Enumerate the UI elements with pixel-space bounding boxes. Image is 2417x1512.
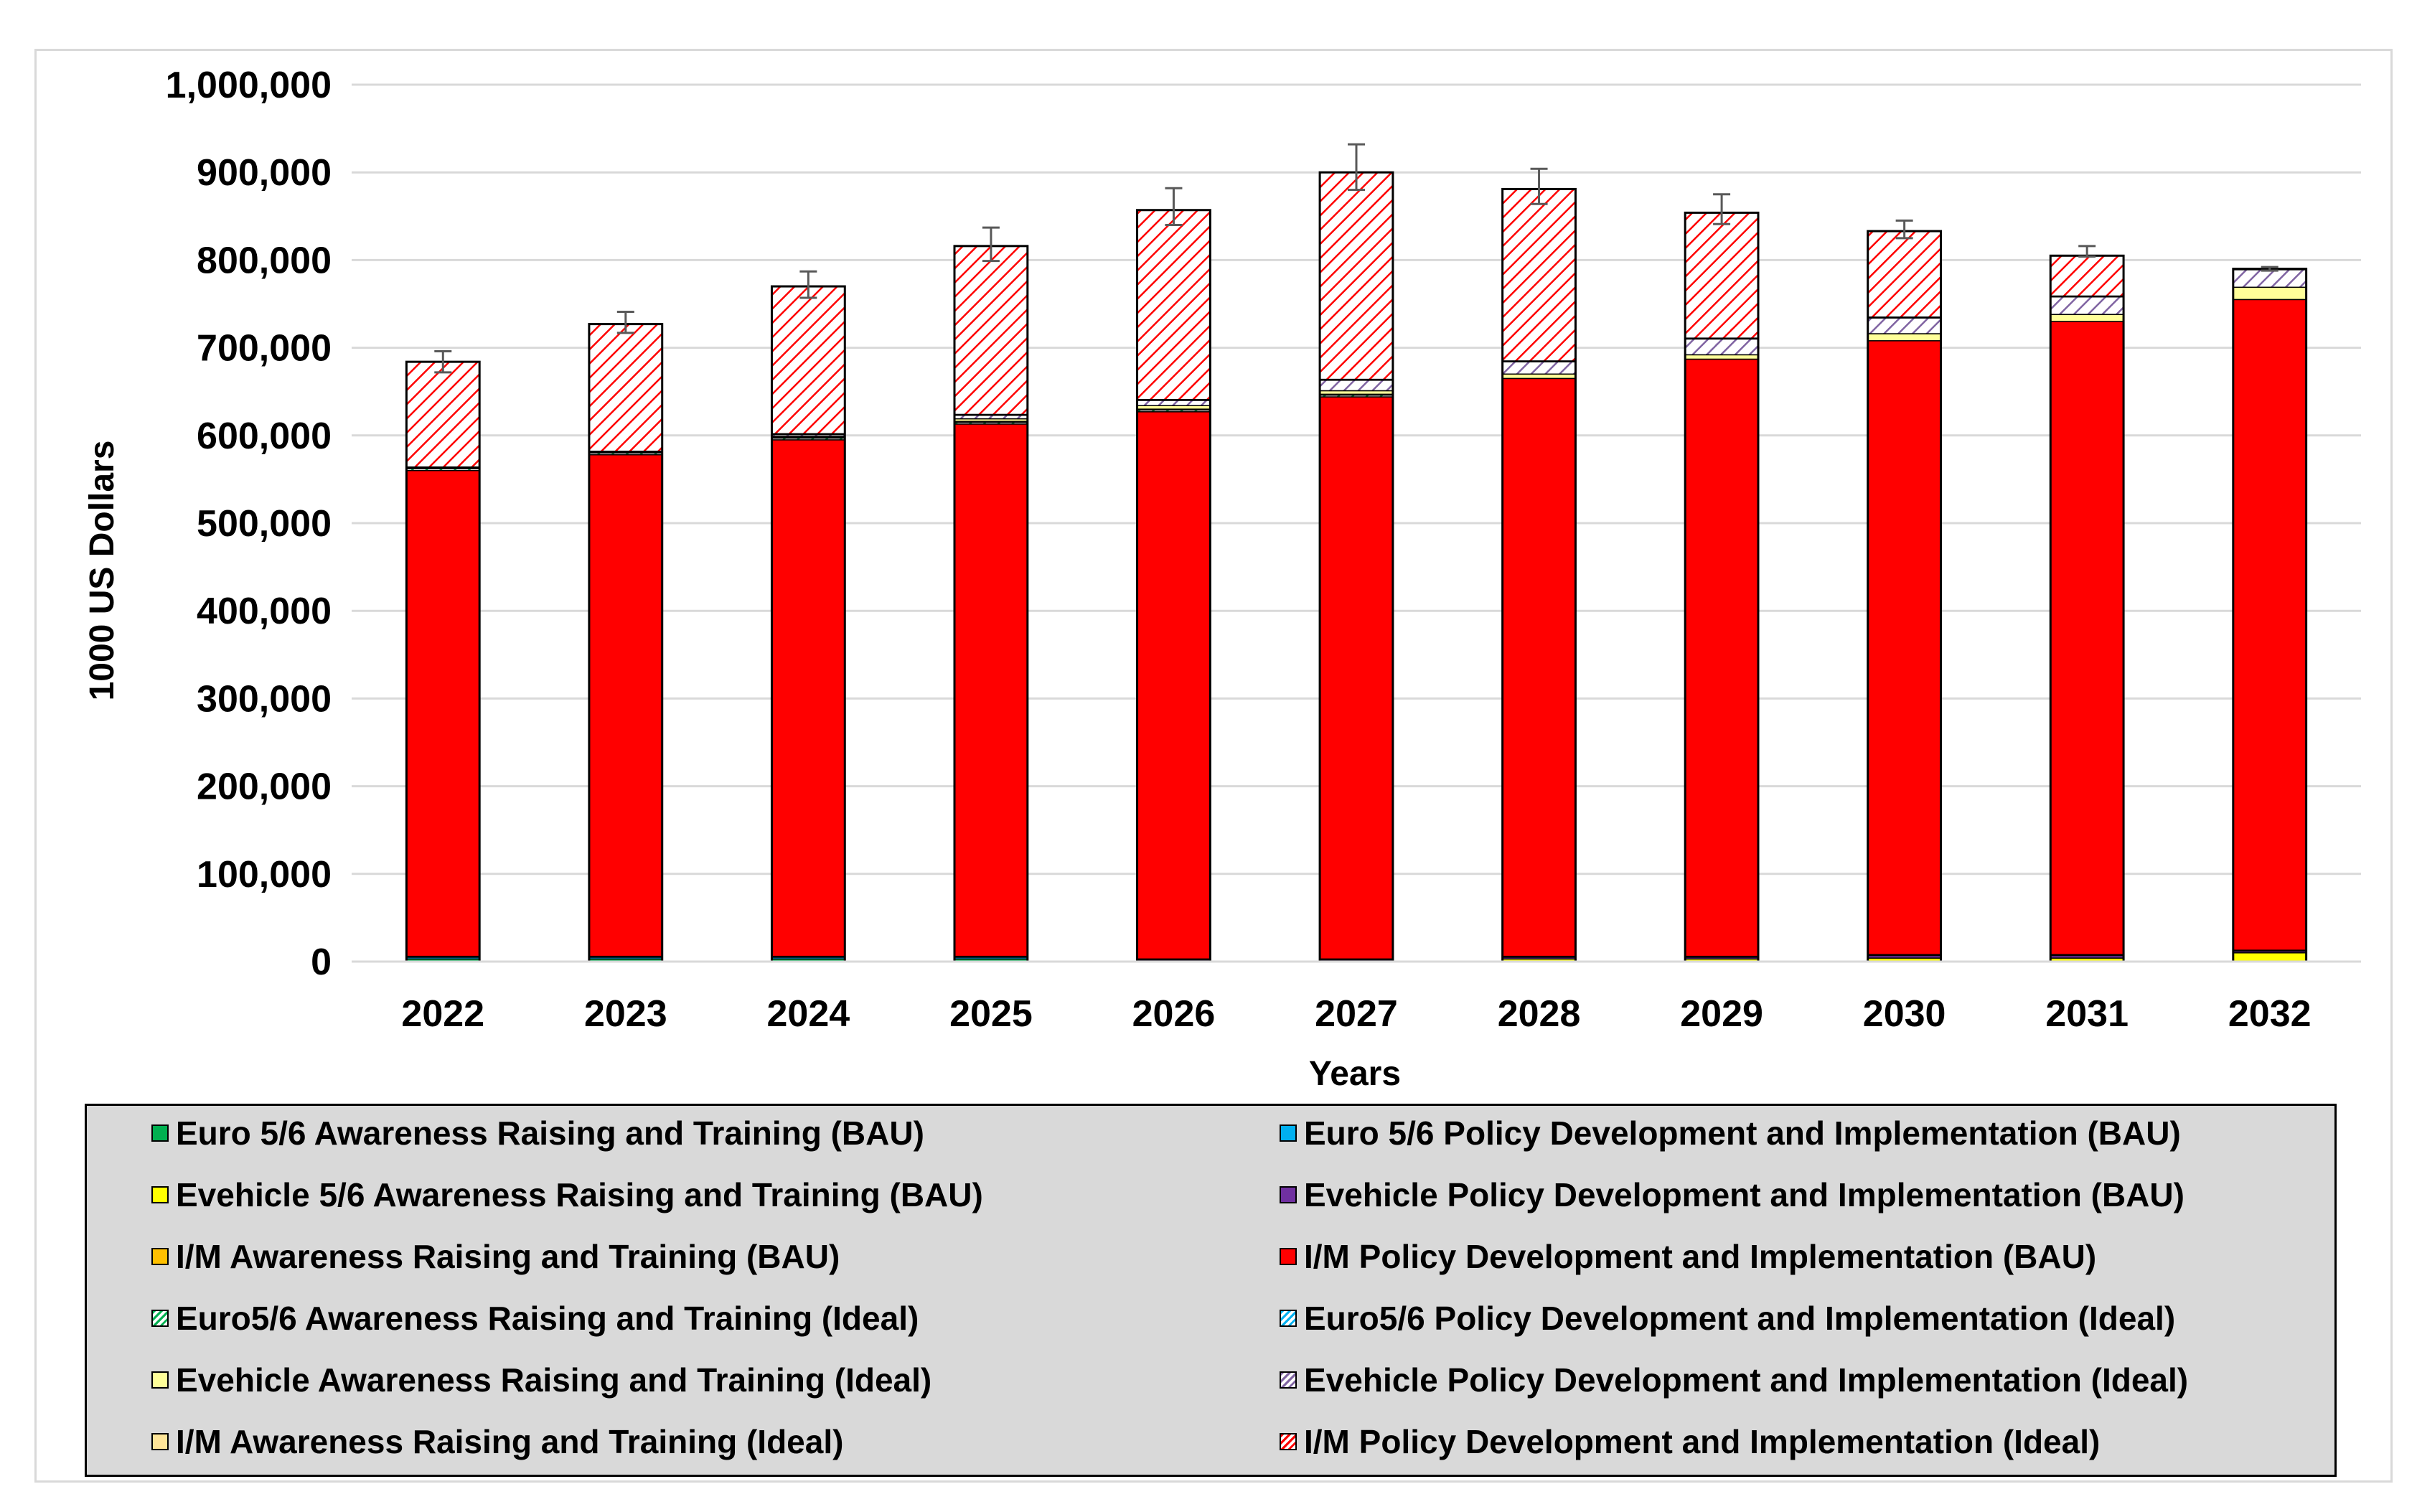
legend-item: I/M Policy Development and Implementatio…	[1280, 1235, 2096, 1278]
bars	[405, 171, 2308, 963]
legend-item: I/M Policy Development and Implementatio…	[1280, 1420, 2100, 1463]
bar-segment	[771, 439, 846, 957]
y-tick-label: 200,000	[197, 766, 332, 808]
bar-segment	[1501, 377, 1577, 957]
bar-segment	[1867, 230, 1942, 318]
bar-segment	[588, 454, 663, 957]
bar-segment	[1136, 400, 1211, 407]
x-tick-label: 2025	[949, 993, 1033, 1035]
legend-label: Evehicle Policy Development and Implemen…	[1304, 1361, 2189, 1399]
bar-segment	[1136, 411, 1211, 960]
legend-swatch	[1280, 1186, 1297, 1203]
legend-label: Euro5/6 Policy Development and Implement…	[1304, 1300, 2176, 1337]
legend-label: I/M Policy Development and Implementatio…	[1304, 1238, 2097, 1275]
y-tick-label: 700,000	[197, 328, 332, 370]
bar-segment	[2233, 286, 2307, 301]
bar-segment	[2050, 321, 2124, 955]
y-tick-label: 1,000,000	[166, 65, 332, 106]
legend-swatch	[151, 1310, 169, 1327]
error-bars	[434, 143, 2278, 374]
y-tick-label: 800,000	[197, 240, 332, 281]
x-tick-label: 2027	[1315, 993, 1398, 1035]
legend-label: Euro5/6 Awareness Raising and Training (…	[176, 1300, 919, 1337]
bar-segment	[1684, 354, 1759, 360]
bar-segment	[2050, 255, 2124, 297]
x-tick-label: 2032	[2228, 993, 2312, 1035]
y-tick-label: 300,000	[197, 678, 332, 720]
legend-swatch	[1280, 1371, 1297, 1389]
bar-segment	[1867, 317, 1942, 334]
x-tick-label: 2029	[1680, 993, 1763, 1035]
bar-segment	[954, 423, 1028, 957]
y-tick-label: 900,000	[197, 152, 332, 194]
bar-segment	[1319, 172, 1394, 380]
legend-item: Evehicle Policy Development and Implemen…	[1280, 1358, 2188, 1401]
legend-swatch	[151, 1186, 169, 1203]
legend-swatch	[1280, 1433, 1297, 1450]
legend-swatch	[1280, 1248, 1297, 1265]
bar-segment	[1501, 361, 1577, 375]
legend-item: Evehicle Awareness Raising and Training …	[151, 1358, 931, 1401]
legend-label: Euro 5/6 Policy Development and Implemen…	[1304, 1114, 2181, 1152]
bar-segment	[1319, 380, 1394, 392]
bar-segment	[2050, 314, 2124, 322]
legend-item: Euro5/6 Policy Development and Implement…	[1280, 1297, 2175, 1340]
bar-segment	[1501, 373, 1577, 380]
legend-item: Evehicle 5/6 Awareness Raising and Train…	[151, 1173, 983, 1216]
legend-item: Evehicle Policy Development and Implemen…	[1280, 1173, 2184, 1216]
legend-swatch	[151, 1124, 169, 1142]
legend-swatch	[151, 1371, 169, 1389]
x-tick-label: 2030	[1863, 993, 1946, 1035]
bar-segment	[1867, 340, 1942, 955]
bar-segment	[954, 245, 1028, 415]
bar-segment	[405, 469, 480, 957]
y-tick-label: 600,000	[197, 415, 332, 457]
bar-segment	[1684, 212, 1759, 339]
y-tick-label: 400,000	[197, 591, 332, 632]
bar-segment	[405, 361, 480, 468]
y-tick-label: 100,000	[197, 854, 332, 896]
x-tick-label: 2023	[584, 993, 667, 1035]
bar-segment	[2233, 299, 2307, 951]
stacked-bar-chart: 0 100,000 200,000 300,000 400,000 500,000 600,…	[83, 65, 2361, 1093]
bar-segment	[1684, 338, 1759, 356]
bar-segment	[2233, 952, 2307, 962]
bar-segment	[771, 286, 846, 435]
legend-item: I/M Awareness Raising and Training (BAU)	[151, 1235, 840, 1278]
x-tick-label: 2022	[401, 993, 484, 1035]
legend-item: Euro 5/6 Policy Development and Implemen…	[1280, 1112, 2181, 1155]
legend-swatch	[151, 1248, 169, 1265]
legend-label: Euro 5/6 Awareness Raising and Training …	[176, 1114, 924, 1152]
legend-item: Euro 5/6 Awareness Raising and Training …	[151, 1112, 924, 1155]
legend-item: I/M Awareness Raising and Training (Idea…	[151, 1420, 843, 1463]
x-tick-label: 2024	[767, 993, 850, 1035]
legend-label: I/M Awareness Raising and Training (Idea…	[176, 1423, 844, 1460]
legend-label: I/M Policy Development and Implementatio…	[1304, 1423, 2101, 1460]
bar-segment	[2050, 296, 2124, 315]
legend-swatch	[151, 1433, 169, 1450]
x-tick-label: 2028	[1498, 993, 1581, 1035]
bar-segment	[1867, 333, 1942, 342]
x-tick-label: 2026	[1132, 993, 1216, 1035]
bar-segment	[588, 323, 663, 452]
legend: Euro 5/6 Awareness Raising and Training …	[85, 1104, 2337, 1477]
y-axis-title: 1000 US Dollars	[83, 441, 121, 701]
axes: 0 100,000 200,000 300,000 400,000 500,000 600,…	[166, 65, 2361, 1035]
legend-label: I/M Awareness Raising and Training (BAU)	[176, 1238, 840, 1275]
y-tick-label: 500,000	[197, 503, 332, 545]
bar-segment	[2233, 269, 2307, 288]
bar-segment	[1319, 396, 1394, 960]
x-tick-label: 2031	[2045, 993, 2129, 1035]
legend-label: Evehicle Awareness Raising and Training …	[176, 1361, 932, 1399]
bar-segment	[1136, 209, 1211, 400]
bar-segment	[1501, 188, 1577, 362]
legend-swatch	[1280, 1310, 1297, 1327]
legend-label: Evehicle 5/6 Awareness Raising and Train…	[176, 1176, 983, 1213]
legend-label: Evehicle Policy Development and Implemen…	[1304, 1176, 2184, 1213]
x-axis-title: Years	[1309, 1055, 1401, 1093]
legend-item: Euro5/6 Awareness Raising and Training (…	[151, 1297, 919, 1340]
y-tick-label: 0	[311, 942, 332, 983]
bar-segment	[1684, 358, 1759, 957]
legend-swatch	[1280, 1124, 1297, 1142]
